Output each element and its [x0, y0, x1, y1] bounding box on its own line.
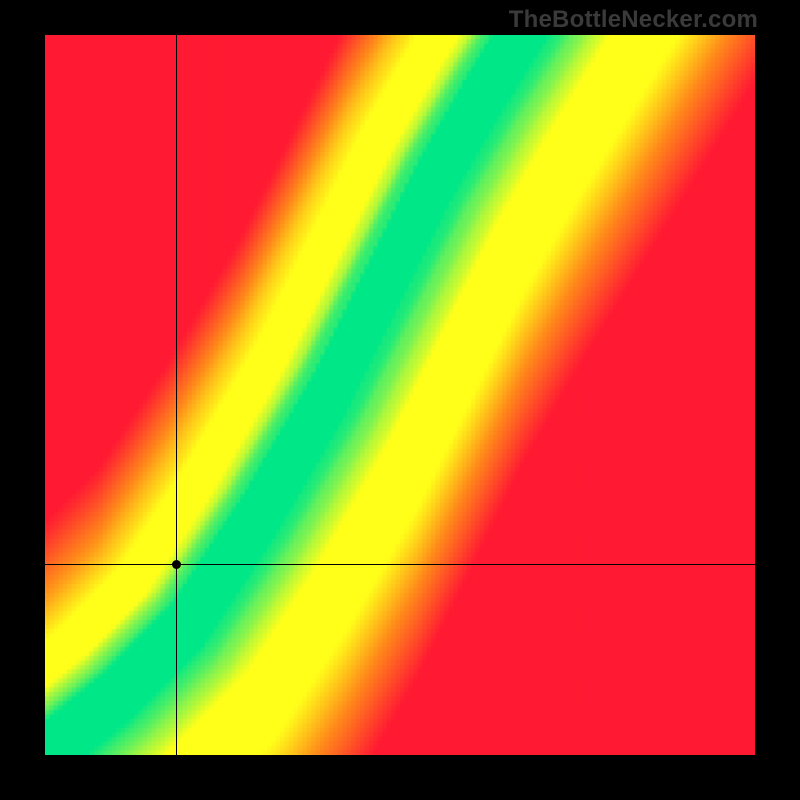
bottleneck-heatmap [45, 35, 755, 755]
crosshair-horizontal-line [45, 564, 755, 565]
crosshair-marker-dot [172, 560, 181, 569]
crosshair-vertical-line [176, 35, 177, 755]
watermark-text: TheBottleNecker.com [509, 6, 758, 34]
chart-container: TheBottleNecker.com [0, 0, 800, 800]
